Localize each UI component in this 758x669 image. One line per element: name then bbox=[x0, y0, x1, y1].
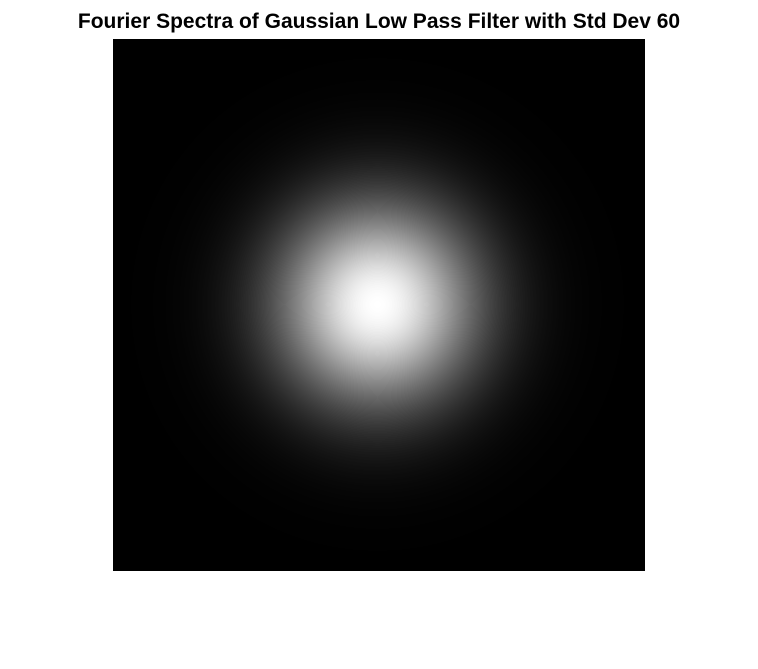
figure-title: Fourier Spectra of Gaussian Low Pass Fil… bbox=[77, 10, 681, 33]
gaussian-spectrum-image bbox=[113, 39, 645, 571]
spectrum-image-axes bbox=[113, 39, 645, 571]
